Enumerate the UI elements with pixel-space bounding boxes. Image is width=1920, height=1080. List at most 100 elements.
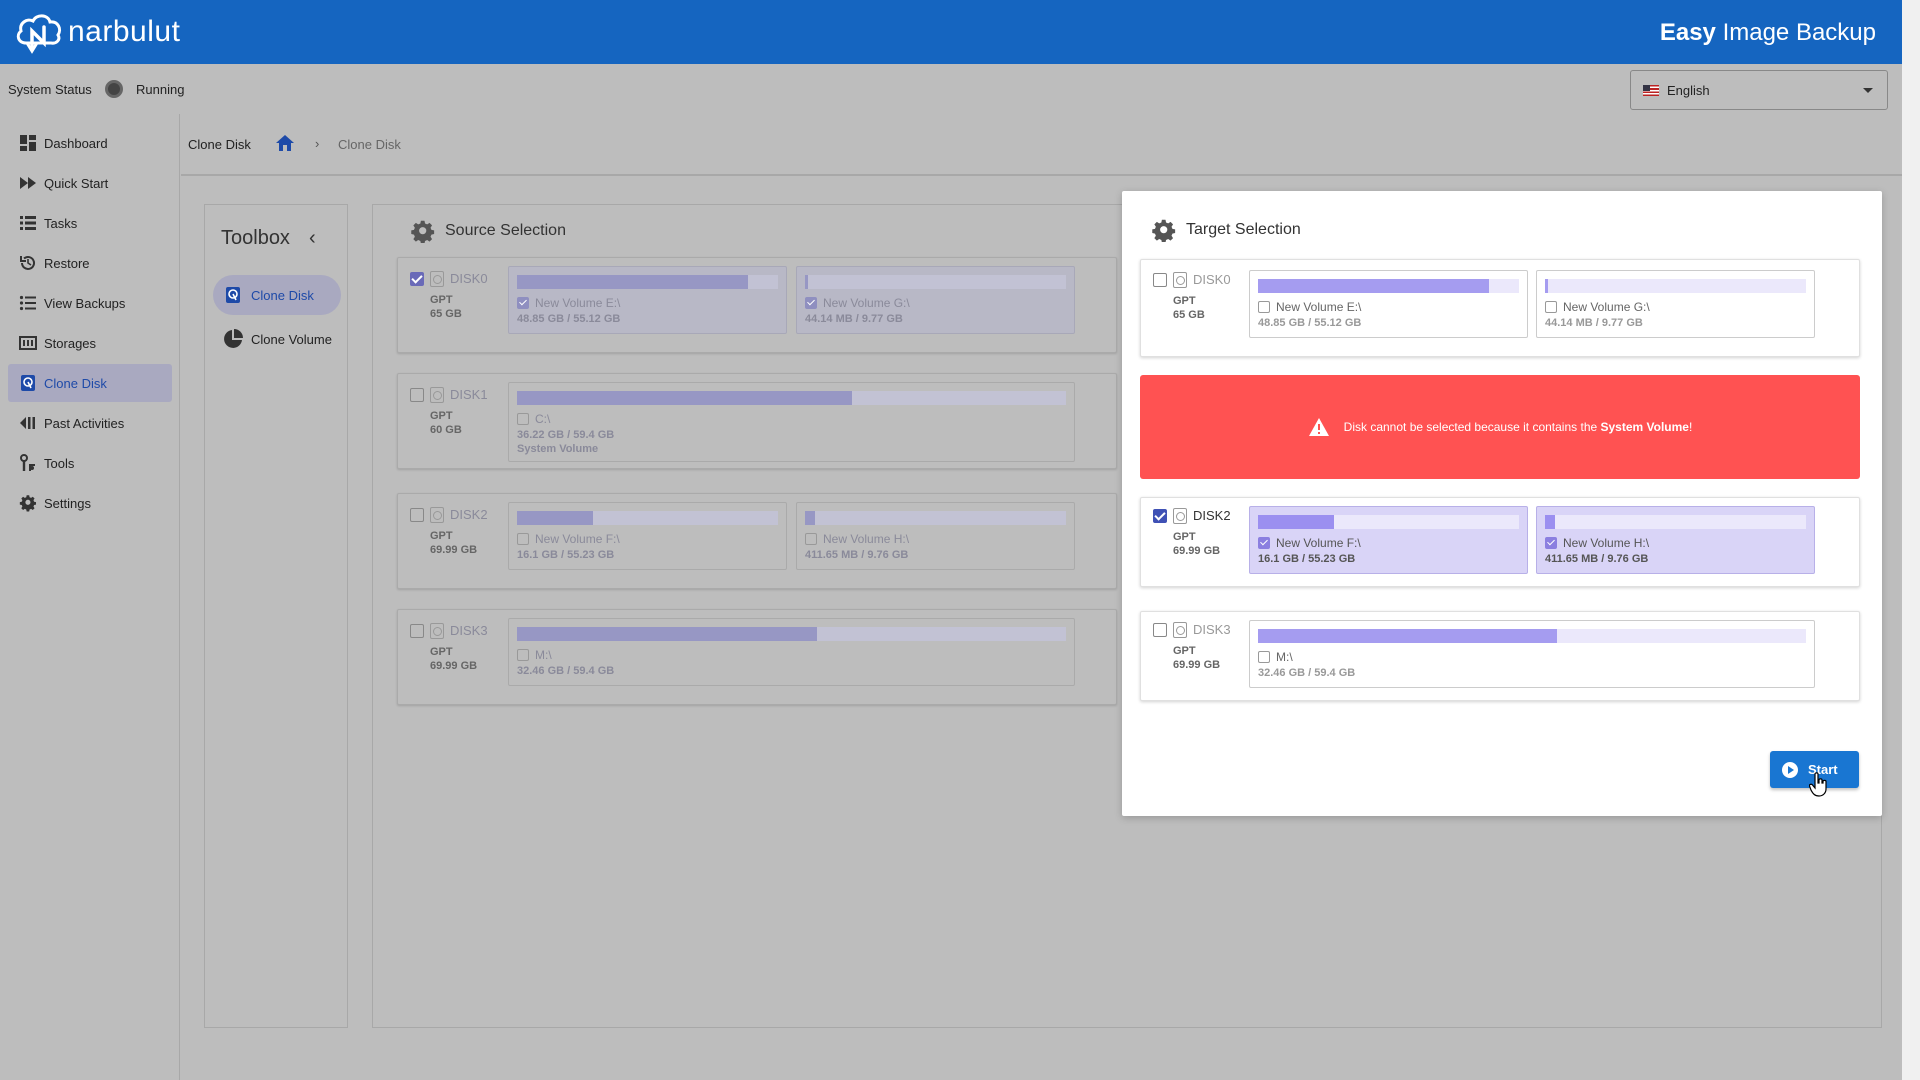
volume-card[interactable]: New Volume E:\ 48.85 GB / 55.12 GB — [1249, 270, 1528, 338]
volume-usage: 16.1 GB / 55.23 GB — [1258, 553, 1356, 565]
volume-usage: 48.85 GB / 55.12 GB — [1258, 317, 1362, 329]
source-disk-card[interactable]: DISK3 GPT 69.99 GB M:\ 32.46 GB / 59.4 G… — [397, 609, 1117, 705]
volume-name: New Volume E:\ — [535, 296, 621, 310]
volume-card[interactable]: New Volume G:\ 44.14 MB / 9.77 GB — [796, 266, 1075, 334]
target-disk-checkbox[interactable] — [1153, 273, 1167, 287]
system-status-value: Running — [136, 82, 185, 97]
volume-name: C:\ — [535, 412, 551, 426]
volume-checkbox[interactable] — [1545, 301, 1557, 313]
caret-down-icon — [1863, 88, 1873, 93]
target-disk-checkbox[interactable] — [1153, 509, 1167, 523]
system-volume-label: System Volume — [517, 443, 599, 455]
volume-card[interactable]: New Volume H:\ 411.65 MB / 9.76 GB — [1536, 506, 1815, 574]
volume-usage: 16.1 GB / 55.23 GB — [517, 549, 615, 561]
sidebar-item-past-activities[interactable]: Past Activities — [8, 404, 172, 442]
sidebar-item-label: Tasks — [44, 215, 78, 231]
bullet-list-icon — [18, 293, 38, 313]
toolbox-item-label: Clone Volume — [251, 331, 332, 347]
volume-card[interactable]: C:\ 36.22 GB / 59.4 GB System Volume — [508, 382, 1075, 462]
hand-cursor-icon — [1809, 772, 1827, 797]
sidebar-item-storages[interactable]: Storages — [8, 324, 172, 362]
brand-name: narbulut — [68, 15, 181, 48]
narbulut-logo[interactable]: narbulut — [14, 8, 180, 56]
toolbox-item-clone-volume[interactable]: Clone Volume — [213, 319, 341, 359]
language-select[interactable]: English — [1630, 70, 1888, 110]
volume-card[interactable]: M:\ 32.46 GB / 59.4 GB — [1249, 620, 1815, 688]
target-disk-card[interactable]: DISK2 GPT 69.99 GB New Volume F:\ 16.1 G… — [1140, 497, 1860, 587]
target-disk-card[interactable]: DISK0 GPT 65 GB New Volume E:\ 48.85 GB … — [1140, 259, 1860, 357]
volume-card[interactable]: New Volume F:\ 16.1 GB / 55.23 GB — [508, 502, 787, 570]
source-disk-card[interactable]: DISK1 GPT 60 GB C:\ 36.22 GB / 59.4 GB S… — [397, 373, 1117, 469]
volume-checkbox[interactable] — [805, 297, 817, 309]
sidebar-item-clone-disk[interactable]: Clone Disk — [8, 364, 172, 402]
target-disk-checkbox[interactable] — [1153, 623, 1167, 637]
volume-usage: 36.22 GB / 59.4 GB — [517, 429, 615, 441]
disk-name: DISK3 — [1193, 622, 1231, 637]
tools-icon — [18, 453, 38, 473]
volume-usage-fill — [1258, 279, 1490, 293]
source-disk-card[interactable]: DISK0 GPT 65 GB New Volume E:\ 48.85 GB … — [397, 257, 1117, 353]
source-disk-checkbox[interactable] — [410, 508, 424, 522]
restore-icon — [18, 253, 38, 273]
volume-card[interactable]: M:\ 32.46 GB / 59.4 GB — [508, 618, 1075, 686]
disk-icon — [18, 373, 38, 393]
sidebar-item-label: Tools — [44, 455, 75, 471]
volume-checkbox[interactable] — [1545, 537, 1557, 549]
volume-usage-bar — [517, 275, 778, 289]
breadcrumb-page-label: Clone Disk — [188, 137, 251, 152]
chevron-left-icon[interactable]: ‹ — [309, 227, 316, 249]
sidebar-item-restore[interactable]: Restore — [8, 244, 172, 282]
disk-name: DISK3 — [450, 623, 488, 638]
source-disk-checkbox[interactable] — [410, 624, 424, 638]
volume-checkbox[interactable] — [1258, 651, 1270, 663]
volume-usage-fill — [1258, 629, 1558, 643]
target-disk-card[interactable]: DISK3 GPT 69.99 GB M:\ 32.46 GB / 59.4 G… — [1140, 611, 1860, 701]
volume-usage: 44.14 MB / 9.77 GB — [805, 313, 903, 325]
volume-checkbox[interactable] — [517, 649, 529, 661]
volume-checkbox[interactable] — [517, 413, 529, 425]
hard-disk-icon — [430, 387, 444, 403]
home-icon[interactable] — [275, 133, 295, 153]
alert-message: Disk cannot be selected because it conta… — [1343, 420, 1693, 434]
volume-checkbox[interactable] — [1258, 301, 1270, 313]
system-status-label: System Status — [8, 82, 92, 97]
volume-card[interactable]: New Volume G:\ 44.14 MB / 9.77 GB — [1536, 270, 1815, 338]
page-scrollbar[interactable] — [1902, 0, 1920, 1080]
source-disk-card[interactable]: DISK2 GPT 69.99 GB New Volume F:\ 16.1 G… — [397, 493, 1117, 589]
source-disk-checkbox[interactable] — [410, 272, 424, 286]
toolbox-title: Toolbox — [221, 227, 290, 249]
volume-card[interactable]: New Volume E:\ 48.85 GB / 55.12 GB — [508, 266, 787, 334]
volume-checkbox[interactable] — [517, 297, 529, 309]
sidebar-item-settings[interactable]: Settings — [8, 484, 172, 522]
toolbox-item-label: Clone Disk — [251, 287, 314, 303]
volume-checkbox[interactable] — [1258, 537, 1270, 549]
volume-usage: 32.46 GB / 59.4 GB — [1258, 667, 1356, 679]
volume-usage-bar — [1258, 629, 1806, 643]
volume-name: New Volume F:\ — [535, 532, 620, 546]
sidebar-item-dashboard[interactable]: Dashboard — [8, 124, 172, 162]
source-disk-checkbox[interactable] — [410, 388, 424, 402]
disk-partition-type: GPT — [430, 410, 453, 422]
sidebar-item-label: View Backups — [44, 295, 126, 311]
sidebar: Dashboard Quick Start Tasks Restore View… — [0, 114, 180, 1080]
volume-card[interactable]: New Volume F:\ 16.1 GB / 55.23 GB — [1249, 506, 1528, 574]
volume-card[interactable]: New Volume H:\ 411.65 MB / 9.76 GB — [796, 502, 1075, 570]
disk-name: DISK0 — [1193, 272, 1231, 287]
sidebar-item-tools[interactable]: Tools — [8, 444, 172, 482]
hard-disk-icon — [430, 507, 444, 523]
disk-partition-type: GPT — [430, 646, 453, 658]
toolbox-item-clone-disk[interactable]: Clone Disk — [213, 275, 341, 315]
sidebar-item-view-backups[interactable]: View Backups — [8, 284, 172, 322]
warning-icon — [1308, 418, 1329, 436]
sidebar-item-quick-start[interactable]: Quick Start — [8, 164, 172, 202]
volume-checkbox[interactable] — [517, 533, 529, 545]
list-icon — [18, 213, 38, 233]
target-selection-panel: Target Selection DISK0 GPT 65 GB New Vol… — [1122, 191, 1882, 816]
fast-forward-icon — [18, 173, 38, 193]
gear-icon — [18, 493, 38, 513]
cloud-logo-icon — [16, 14, 62, 54]
breadcrumb: Clone Disk › Clone Disk — [181, 114, 1902, 176]
volume-checkbox[interactable] — [805, 533, 817, 545]
sidebar-item-tasks[interactable]: Tasks — [8, 204, 172, 242]
disk-size: 69.99 GB — [430, 544, 478, 556]
